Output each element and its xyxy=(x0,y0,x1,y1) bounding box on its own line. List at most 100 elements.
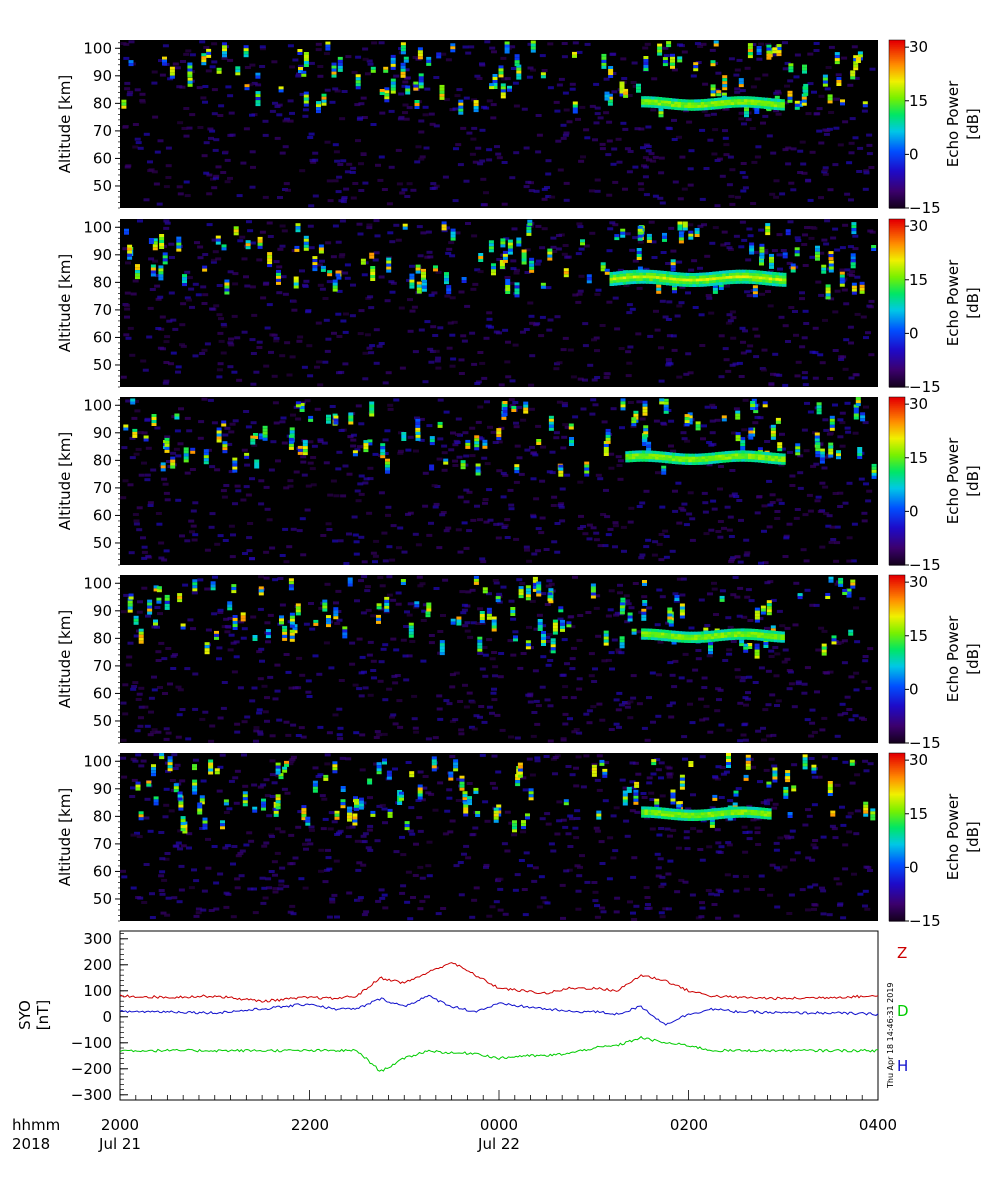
heatmap-noise-cell xyxy=(433,124,440,128)
heatmap-noise-cell xyxy=(669,549,676,553)
pmse-echo-cell xyxy=(712,274,717,278)
heatmap-echo-cell xyxy=(828,445,834,449)
pmse-echo-cell xyxy=(662,271,668,274)
heatmap-noise-cell xyxy=(728,535,735,538)
heatmap-noise-cell xyxy=(224,630,231,634)
heatmap-noise-cell xyxy=(486,592,492,596)
heatmap-noise-cell xyxy=(449,719,456,723)
heatmap-echo-cell xyxy=(667,616,673,620)
heatmap-noise-cell xyxy=(491,651,498,654)
heatmap-echo-cell xyxy=(801,99,807,103)
heatmap-echo-cell xyxy=(222,441,228,445)
heatmap-noise-cell xyxy=(594,376,601,379)
heatmap-noise-cell xyxy=(241,330,248,334)
heatmap-noise-cell xyxy=(629,248,636,252)
heatmap-echo-cell xyxy=(821,643,827,647)
heatmap-noise-cell xyxy=(862,421,869,425)
heatmap-noise-cell xyxy=(388,109,395,113)
heatmap-echo-cell xyxy=(525,640,531,644)
heatmap-noise-cell xyxy=(733,73,740,77)
heatmap-noise-cell xyxy=(366,653,373,657)
heatmap-echo-cell xyxy=(558,470,564,474)
heatmap-echo-cell xyxy=(743,646,749,650)
heatmap-noise-cell xyxy=(803,322,810,325)
pmse-echo-cell xyxy=(731,450,736,454)
heatmap-echo-cell xyxy=(289,612,295,616)
pmse-echo-cell xyxy=(687,102,693,106)
pmse-echo-cell xyxy=(641,636,646,640)
heatmap-noise-cell xyxy=(732,362,739,366)
heatmap-noise-cell xyxy=(738,375,745,378)
heatmap-noise-cell xyxy=(264,696,270,700)
heatmap-noise-cell xyxy=(442,175,449,179)
heatmap-echo-cell xyxy=(834,58,840,62)
heatmap-noise-cell xyxy=(465,51,472,55)
pmse-echo-cell xyxy=(655,453,660,457)
pmse-echo-cell xyxy=(712,279,717,283)
heatmap-noise-cell xyxy=(155,297,162,301)
heatmap-echo-cell xyxy=(187,77,193,81)
heatmap-echo-cell xyxy=(158,277,164,281)
heatmap-echo-cell xyxy=(776,47,782,51)
heatmap-noise-cell xyxy=(727,319,734,323)
heatmap-echo-cell xyxy=(646,233,652,237)
heatmap-echo-cell xyxy=(718,287,724,290)
heatmap-noise-cell xyxy=(832,227,839,231)
heatmap-noise-cell xyxy=(617,268,624,272)
heatmap-noise-cell xyxy=(175,454,182,458)
heatmap-noise-cell xyxy=(486,148,493,152)
pmse-echo-cell xyxy=(758,276,764,280)
heatmap-echo-cell xyxy=(636,89,641,93)
heatmap-noise-cell xyxy=(121,446,128,450)
heatmap-echo-cell xyxy=(262,431,268,435)
heatmap-noise-cell xyxy=(317,283,324,287)
heatmap-echo-cell xyxy=(572,107,578,111)
heatmap-echo-cell xyxy=(641,611,647,615)
heatmap-echo-cell xyxy=(355,74,361,78)
pmse-echo-cell xyxy=(677,636,683,640)
heatmap-noise-cell xyxy=(686,512,693,516)
pmse-echo-cell xyxy=(748,458,753,462)
heatmap-noise-cell xyxy=(623,284,630,287)
heatmap-noise-cell xyxy=(769,192,776,196)
heatmap-echo-cell xyxy=(121,99,127,103)
heatmap-noise-cell xyxy=(658,171,665,175)
heatmap-noise-cell xyxy=(154,284,161,288)
heatmap-noise-cell xyxy=(533,627,540,631)
heatmap-noise-cell xyxy=(744,697,751,701)
heatmap-noise-cell xyxy=(183,52,190,56)
heatmap-echo-cell xyxy=(429,436,435,440)
heatmap-echo-cell xyxy=(754,652,760,656)
heatmap-noise-cell xyxy=(513,480,520,484)
heatmap-noise-cell xyxy=(765,669,772,673)
heatmap-echo-cell xyxy=(787,90,793,94)
heatmap-echo-cell xyxy=(853,410,859,414)
heatmap-echo-cell xyxy=(169,66,175,70)
heatmap-echo-cell xyxy=(232,627,238,630)
heatmap-noise-cell xyxy=(557,617,564,621)
heatmap-echo-cell xyxy=(552,622,558,626)
y-tick-label: 100 xyxy=(83,396,112,414)
heatmap-echo-cell xyxy=(663,401,669,405)
heatmap-echo-cell xyxy=(216,436,222,440)
heatmap-echo-cell xyxy=(590,589,596,593)
pmse-echo-cell xyxy=(698,461,703,465)
heatmap-noise-cell xyxy=(533,189,540,193)
heatmap-noise-cell xyxy=(480,177,487,181)
heatmap-echo-cell xyxy=(619,90,625,94)
heatmap-echo-cell xyxy=(803,92,809,96)
heatmap-echo-cell xyxy=(502,401,508,404)
heatmap-noise-cell xyxy=(337,737,344,741)
heatmap-noise-cell xyxy=(357,232,364,236)
pmse-echo-cell xyxy=(707,106,712,110)
heatmap-noise-cell xyxy=(151,675,157,679)
heatmap-noise-cell xyxy=(381,531,388,535)
heatmap-echo-cell xyxy=(627,615,633,619)
heatmap-noise-cell xyxy=(554,315,561,319)
heatmap-noise-cell xyxy=(553,431,560,435)
heatmap-echo-cell xyxy=(572,110,578,114)
pmse-echo-cell xyxy=(718,457,723,461)
pmse-echo-cell xyxy=(690,637,696,641)
heatmap-noise-cell xyxy=(578,247,585,251)
heatmap-noise-cell xyxy=(844,695,851,699)
